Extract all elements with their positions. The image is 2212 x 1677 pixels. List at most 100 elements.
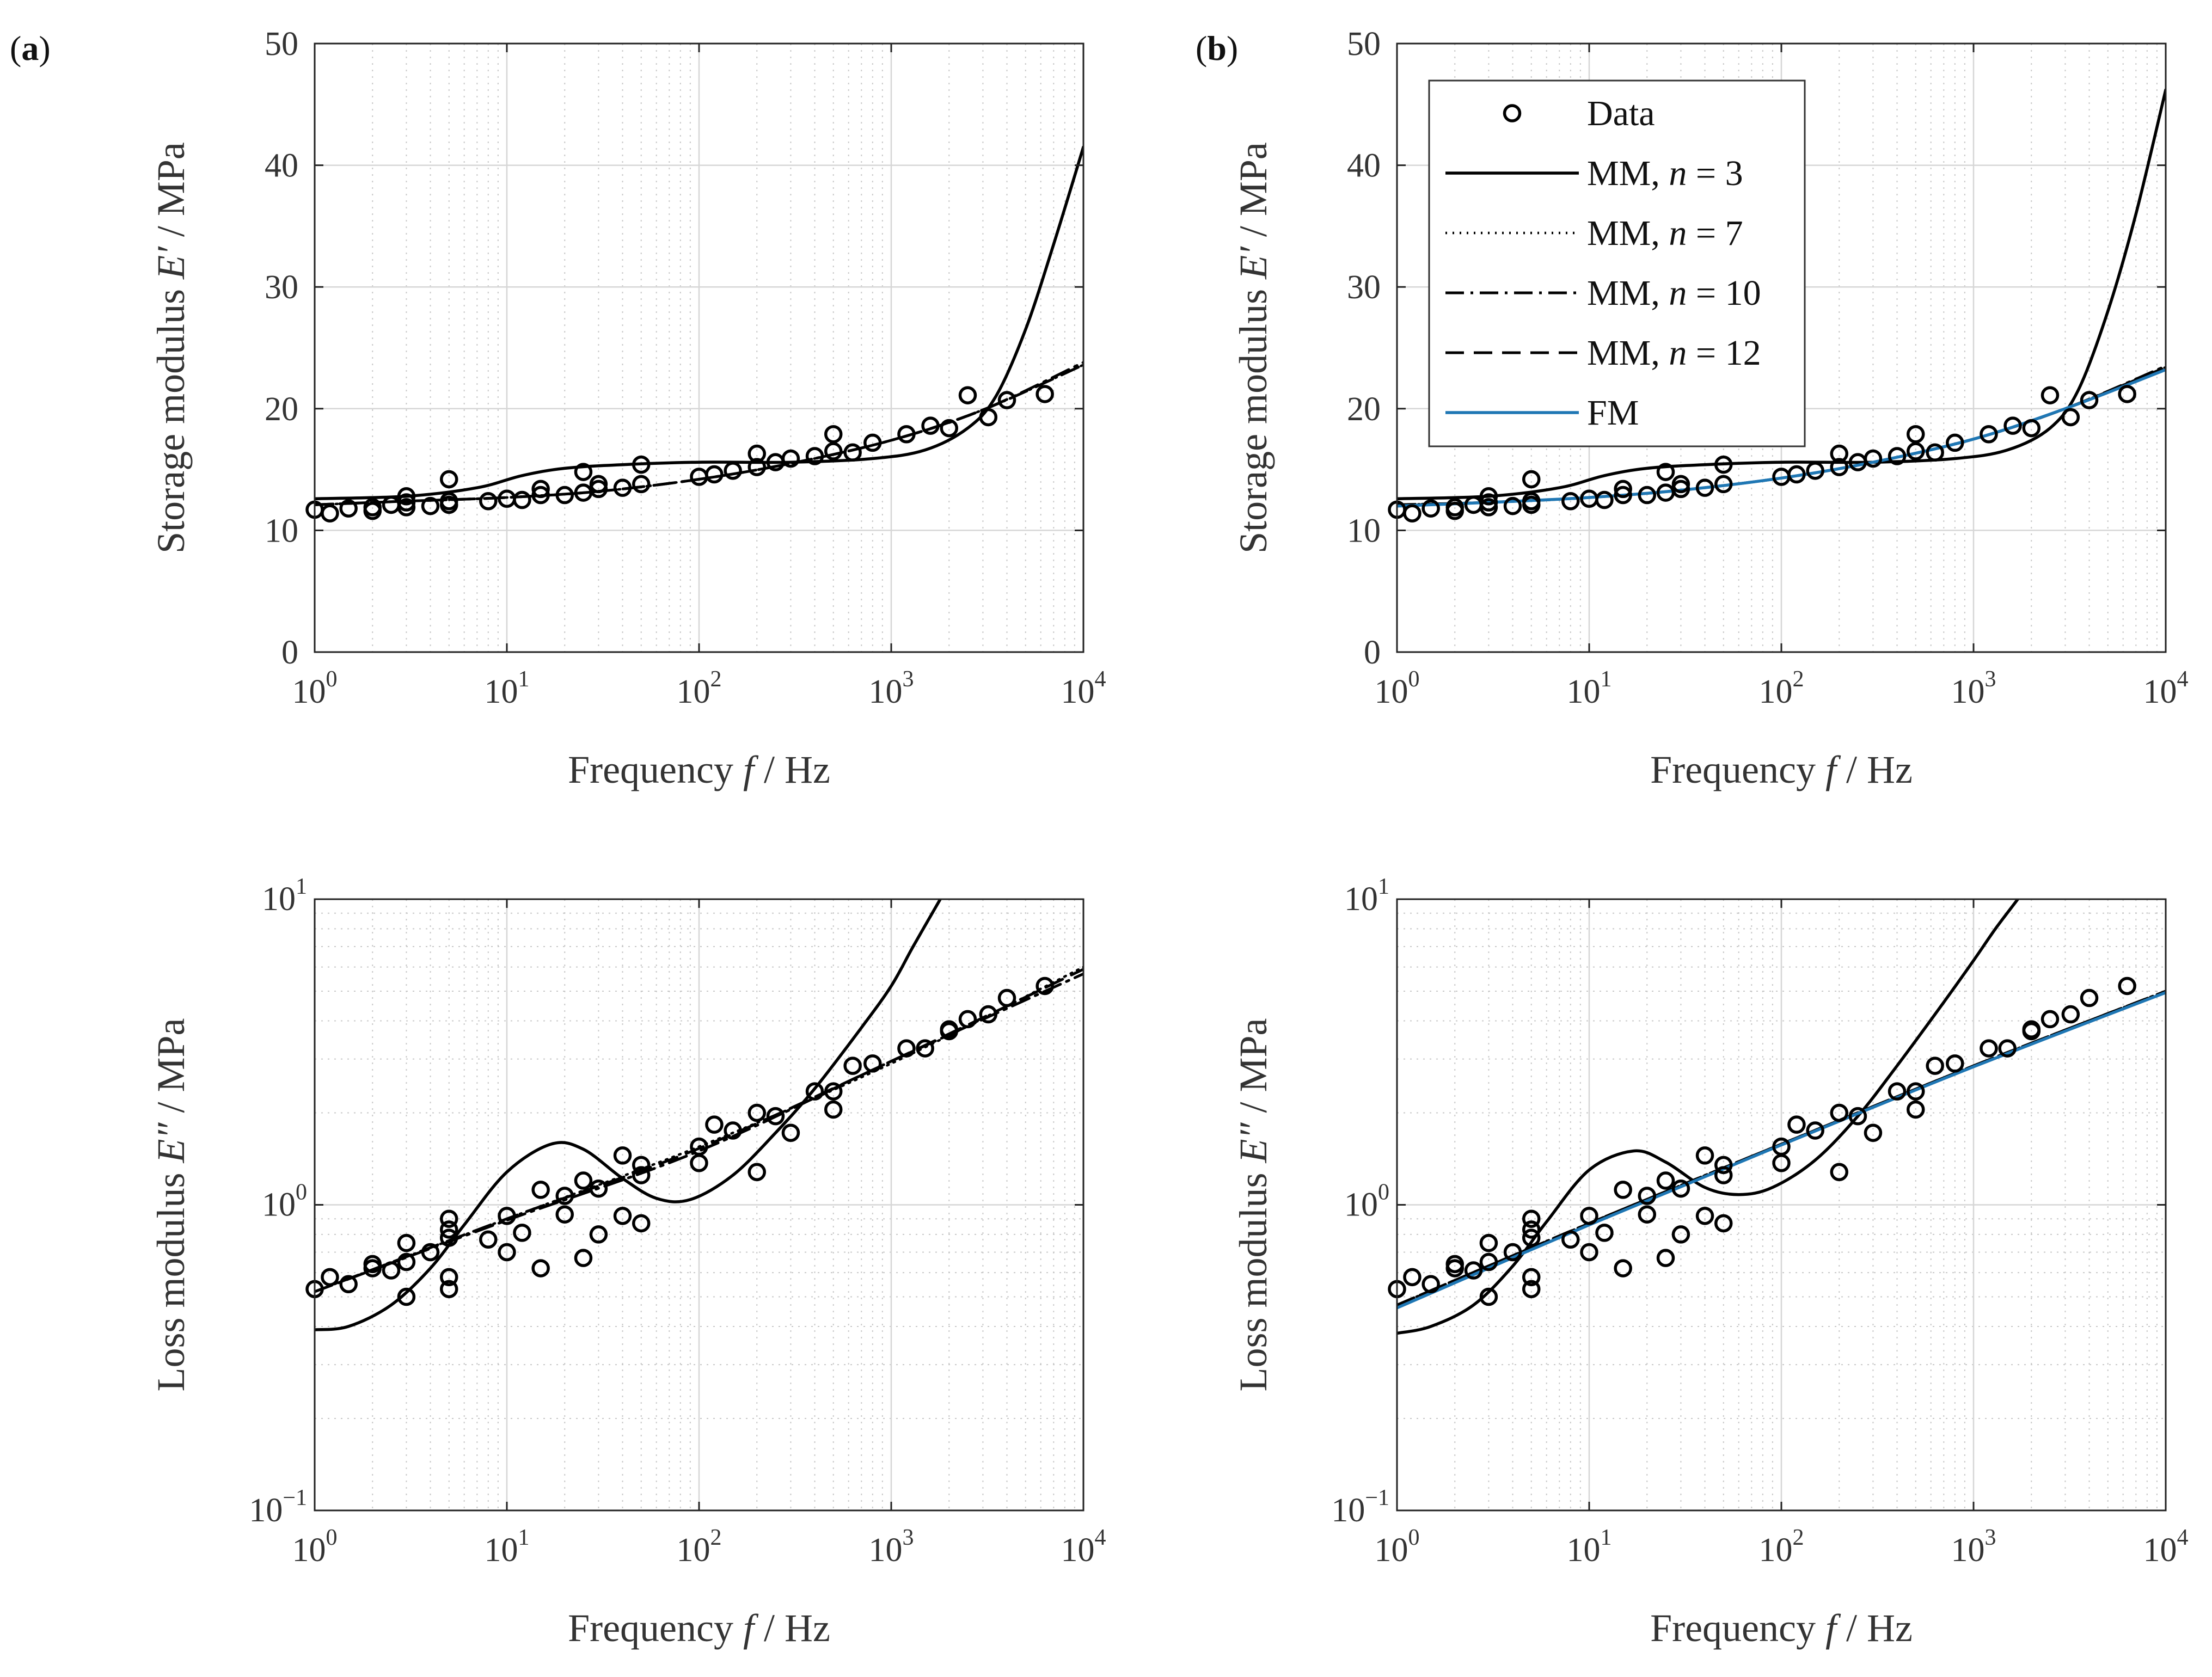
x-tick-label: 103 [1951, 667, 1996, 710]
data-point [997, 988, 1016, 1008]
data-point [781, 1123, 800, 1142]
data-point [1830, 458, 1849, 476]
data-point [439, 1268, 458, 1287]
x-tick-label: 103 [869, 1525, 914, 1569]
x-tick-label: 104 [2143, 667, 2189, 710]
data-point [724, 462, 742, 480]
data-point [513, 490, 531, 509]
data-point [555, 1205, 574, 1224]
data-point [863, 1054, 882, 1073]
legend: Data MM, n = 3 MM, n = 7 MM, n = 10 MM, n = … [1428, 79, 1806, 447]
data-point [363, 498, 382, 517]
data-point [574, 1171, 593, 1190]
series-line-mm-n-3 [315, 145, 1083, 501]
legend-marker-data [1503, 104, 1522, 122]
data-point [1714, 1166, 1733, 1184]
data-point [766, 1107, 785, 1126]
data-point [632, 1214, 651, 1233]
data-point [1503, 496, 1522, 515]
y-tick-label: 50 [1347, 26, 1381, 63]
series-group [315, 899, 1083, 1331]
x-axis-label: Frequency f / Hz [1650, 1606, 1913, 1650]
data-point [397, 1233, 416, 1252]
data-point [1614, 480, 1632, 499]
data-point [439, 1228, 458, 1247]
data-point [1830, 1103, 1849, 1122]
data-point [1522, 495, 1541, 514]
data-point [747, 1163, 767, 1182]
y-tick-label: 0 [1364, 634, 1381, 671]
data-point [1638, 1205, 1657, 1224]
y-tick-label: 10 [1347, 512, 1381, 549]
data-point [2003, 416, 2022, 435]
data-point [1464, 1261, 1483, 1280]
data-point [555, 1187, 574, 1205]
data-point [1926, 443, 1944, 462]
data-point [531, 486, 550, 505]
data-point [531, 1181, 550, 1199]
data-point [613, 478, 632, 497]
data-point [1614, 1259, 1632, 1277]
data-point [1671, 1225, 1690, 1244]
data-point [940, 419, 959, 438]
data-point [1906, 1100, 1925, 1119]
data-point [921, 416, 940, 435]
x-tick-label: 100 [292, 1525, 338, 1569]
data-point [1421, 499, 1440, 518]
data-point [1888, 1082, 1907, 1101]
data-point [1946, 1054, 1964, 1073]
data-point [1980, 425, 1998, 444]
y-tick-label: 30 [265, 269, 298, 306]
data-point [339, 499, 358, 518]
legend-label: MM, n = 7 [1587, 213, 1743, 253]
series-line-mm-n-3 [315, 899, 942, 1331]
data-point [1864, 449, 1883, 468]
y-tick-label: 101 [1344, 874, 1389, 918]
legend-box [1428, 79, 1806, 447]
data-point [1522, 1209, 1541, 1228]
data-point [863, 433, 882, 452]
data-point [1806, 1121, 1824, 1140]
data-point [1714, 455, 1733, 474]
y-tick-label: 20 [1347, 391, 1381, 428]
data-point [979, 408, 998, 427]
data-point [1806, 462, 1824, 480]
data-point [843, 1056, 862, 1075]
data-point [824, 425, 843, 444]
data-point [421, 1243, 440, 1262]
x-tick-label: 104 [1061, 667, 1106, 710]
x-axis-label: Frequency f / Hz [568, 1606, 830, 1650]
x-tick-label: 101 [1567, 667, 1612, 710]
y-tick-label: 100 [1344, 1180, 1389, 1224]
data-point [1614, 1181, 1632, 1199]
data-point [555, 486, 574, 505]
data-point [2061, 1005, 2080, 1024]
data-point [589, 480, 608, 499]
data-point [843, 443, 862, 462]
data-point [397, 498, 416, 517]
data-point [421, 496, 440, 515]
data-point [1830, 1163, 1849, 1182]
data-point [824, 1100, 843, 1119]
x-tick-label: 103 [1951, 1525, 1996, 1569]
data-point [1522, 1228, 1541, 1247]
data-point [1772, 1153, 1791, 1172]
data-point [781, 449, 800, 468]
data-point [321, 504, 339, 523]
data-point [589, 1179, 608, 1198]
data-point [1445, 1259, 1465, 1277]
x-axis-label: Frequency f / Hz [568, 748, 830, 791]
x-tick-label: 102 [1759, 1525, 1804, 1569]
data-point [1479, 1287, 1498, 1306]
series-line-mm-n-3 [1397, 899, 2020, 1335]
data-point [1695, 1207, 1714, 1225]
data-point [1522, 1220, 1541, 1239]
data-point [613, 1146, 632, 1165]
data-point [1671, 1179, 1690, 1198]
data-point [439, 470, 458, 489]
x-tick-label: 103 [869, 667, 914, 710]
data-point [2118, 976, 2136, 996]
data-point [1580, 1243, 1598, 1262]
data-point [574, 1249, 593, 1267]
